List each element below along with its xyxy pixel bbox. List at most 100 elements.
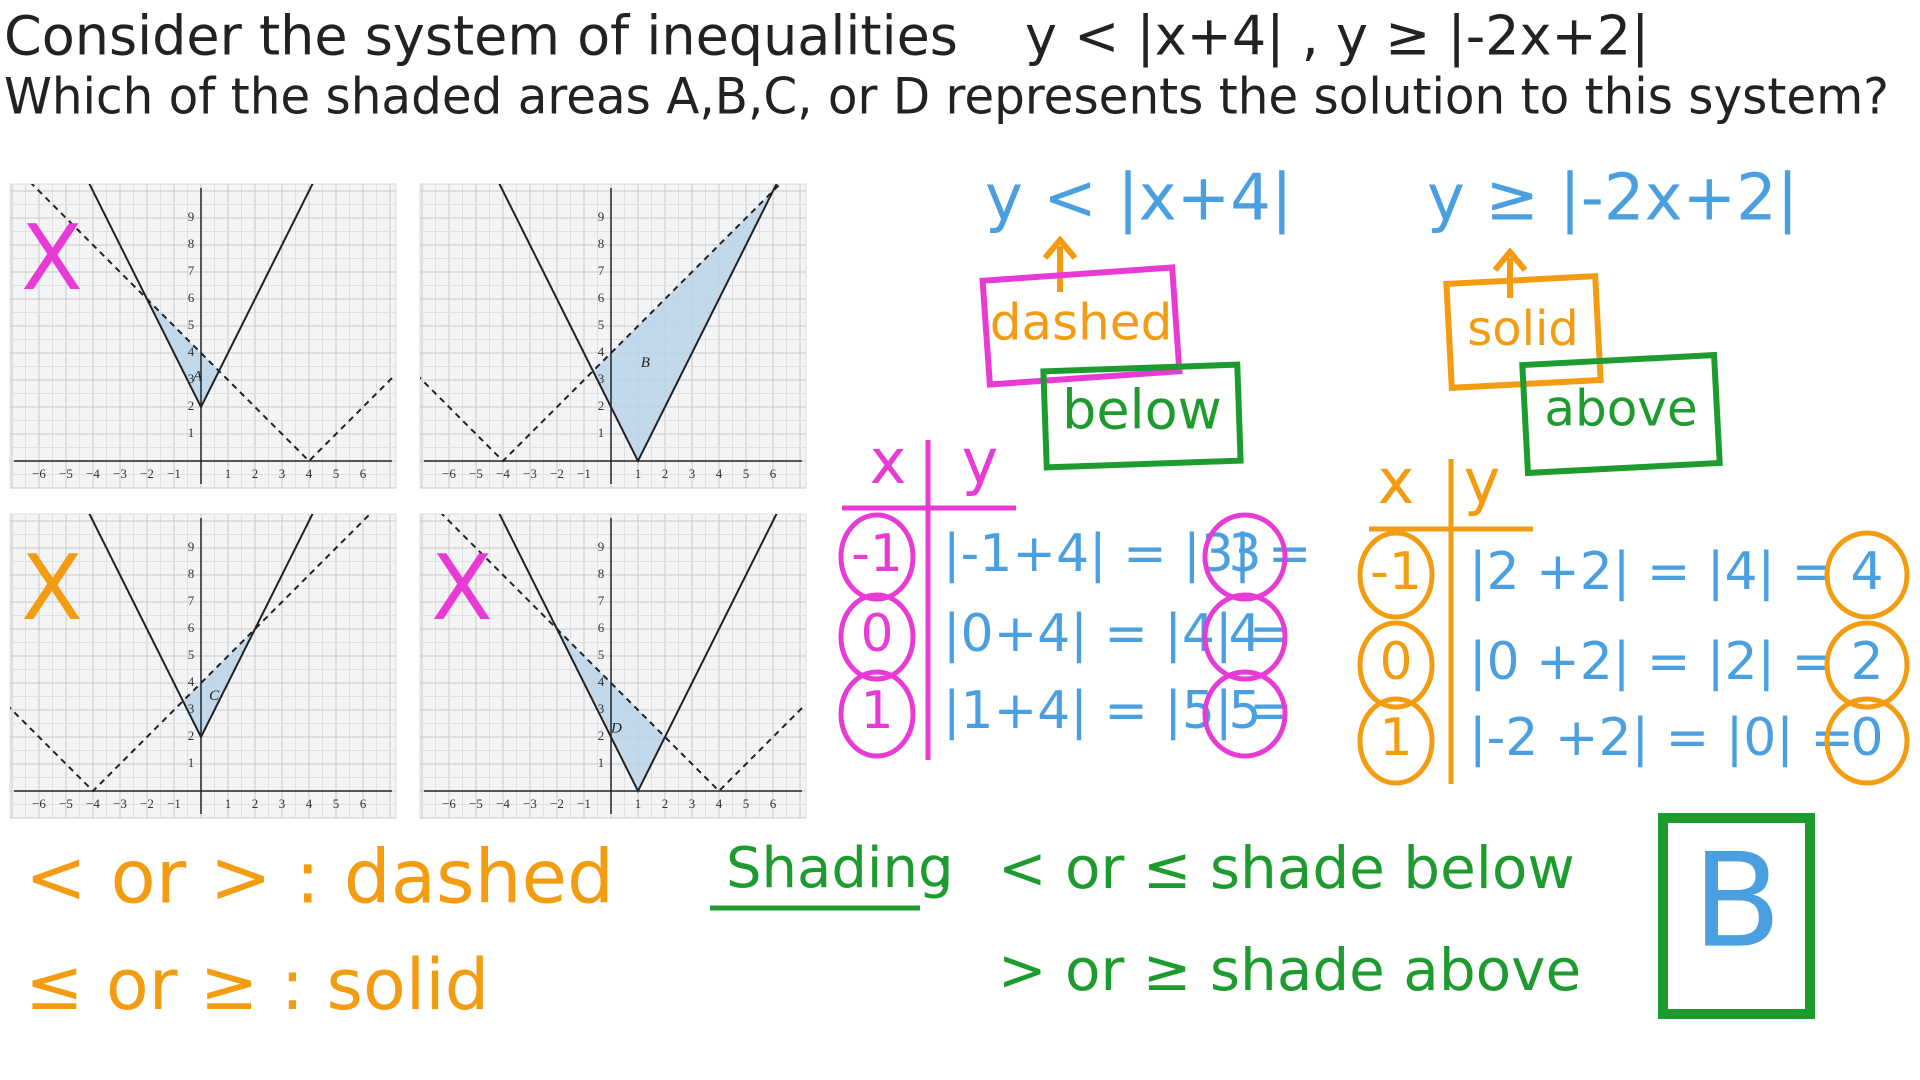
shading-title: Shading bbox=[726, 836, 954, 901]
region-label: C bbox=[209, 688, 220, 704]
y-tick-label: 6 bbox=[188, 620, 195, 635]
x-tick-label: 2 bbox=[252, 796, 259, 811]
above-rule: > or ≥ shade above bbox=[998, 936, 1581, 1004]
dashed-rule: < or > : dashed bbox=[25, 835, 614, 921]
x-tick-label: 5 bbox=[743, 466, 750, 481]
x-value: 1 bbox=[860, 681, 893, 741]
computation: |0 +2| = |2| = bbox=[1469, 632, 1835, 692]
x-tick-label: −6 bbox=[32, 796, 46, 811]
dashed-boundary bbox=[440, 514, 806, 793]
x-tick-label: −2 bbox=[140, 796, 154, 811]
computation: |2 +2| = |4| = bbox=[1469, 542, 1835, 602]
y-tick-label: 2 bbox=[188, 398, 195, 413]
x-tick-label: 4 bbox=[716, 796, 723, 811]
y-tick-label: 4 bbox=[188, 674, 195, 689]
x-tick-label: −1 bbox=[167, 796, 181, 811]
x-tick-label: −1 bbox=[577, 466, 591, 481]
circle bbox=[838, 512, 916, 602]
x-tick-label: 6 bbox=[770, 796, 777, 811]
dashed-boundary bbox=[420, 184, 782, 463]
y-tick-label: 1 bbox=[598, 425, 605, 440]
cross-mark: X bbox=[431, 536, 493, 641]
circle bbox=[1357, 696, 1435, 786]
x-tick-label: 2 bbox=[662, 466, 669, 481]
shade-direction: below bbox=[1062, 379, 1222, 442]
x-tick-label: −4 bbox=[496, 796, 510, 811]
x-tick-label: −2 bbox=[550, 466, 564, 481]
x-tick-label: −2 bbox=[140, 466, 154, 481]
circle bbox=[1824, 696, 1910, 786]
y-tick-label: 7 bbox=[598, 593, 605, 608]
circle bbox=[1824, 620, 1910, 710]
graph-background bbox=[9, 183, 397, 489]
x-tick-label: 6 bbox=[770, 466, 777, 481]
y-tick-label: 5 bbox=[598, 317, 605, 332]
table-header: x bbox=[1378, 445, 1415, 518]
below-rule: < or ≤ shade below bbox=[998, 834, 1575, 902]
x-tick-label: −1 bbox=[577, 796, 591, 811]
header-line2: Which of the shaded areas A,B,C, or D re… bbox=[4, 68, 1889, 126]
table-header: x bbox=[870, 425, 907, 498]
x-tick-label: −5 bbox=[469, 466, 483, 481]
line-type: solid bbox=[1467, 301, 1579, 357]
x-tick-label: −5 bbox=[469, 796, 483, 811]
x-tick-label: 6 bbox=[360, 796, 367, 811]
x-tick-label: 1 bbox=[635, 796, 642, 811]
y-value: 4 bbox=[1850, 542, 1883, 602]
graph: −6 −5 −4 −3 −2 −1 1 2 3 4 5 6 1 2 3 4 5 6 7 8 9 C X bbox=[9, 513, 397, 819]
line-type: dashed bbox=[990, 294, 1173, 352]
x-tick-label: 3 bbox=[689, 466, 696, 481]
x-tick-label: 1 bbox=[225, 466, 232, 481]
y-tick-label: 6 bbox=[598, 620, 605, 635]
x-tick-label: 4 bbox=[716, 466, 723, 481]
computation: |-1+4| = |3| = bbox=[943, 524, 1311, 584]
circle bbox=[838, 592, 916, 682]
x-value: 0 bbox=[860, 604, 893, 664]
x-value: -1 bbox=[1370, 542, 1422, 602]
graph: −6 −5 −4 −3 −2 −1 1 2 3 4 5 6 1 2 3 4 5 6 7 8 9 D X bbox=[419, 513, 807, 819]
answer: B bbox=[1692, 825, 1781, 977]
y-tick-label: 8 bbox=[598, 566, 605, 581]
shade-box bbox=[1519, 351, 1723, 477]
y-tick-label: 5 bbox=[188, 317, 195, 332]
inequality-equation: y < |x+4| bbox=[985, 162, 1293, 236]
dashed-boundary bbox=[30, 184, 396, 463]
circle bbox=[838, 669, 916, 759]
y-tick-label: 9 bbox=[598, 209, 605, 224]
x-tick-label: −5 bbox=[59, 796, 73, 811]
y-tick-label: 1 bbox=[188, 425, 195, 440]
x-tick-label: −4 bbox=[496, 466, 510, 481]
x-tick-label: −3 bbox=[113, 796, 127, 811]
y-tick-label: 8 bbox=[188, 236, 195, 251]
arrow bbox=[1042, 235, 1078, 292]
x-tick-label: −6 bbox=[442, 466, 456, 481]
circle bbox=[1824, 530, 1910, 620]
y-tick-label: 7 bbox=[598, 263, 605, 278]
x-tick-label: −3 bbox=[113, 466, 127, 481]
y-tick-label: 2 bbox=[598, 728, 605, 743]
x-tick-label: −6 bbox=[442, 796, 456, 811]
graph-background bbox=[419, 513, 807, 819]
y-tick-label: 3 bbox=[188, 371, 195, 386]
y-tick-label: 5 bbox=[598, 647, 605, 662]
x-tick-label: 6 bbox=[360, 466, 367, 481]
x-tick-label: 5 bbox=[743, 796, 750, 811]
x-tick-label: 2 bbox=[252, 466, 259, 481]
x-tick-label: −3 bbox=[523, 466, 537, 481]
x-tick-label: 1 bbox=[635, 466, 642, 481]
y-value: 4 bbox=[1228, 604, 1261, 664]
y-tick-label: 9 bbox=[598, 539, 605, 554]
y-tick-label: 4 bbox=[188, 344, 195, 359]
region-label: A bbox=[192, 369, 203, 385]
shading-colon: : bbox=[935, 836, 954, 901]
cross-mark: X bbox=[21, 536, 83, 641]
x-tick-label: 2 bbox=[662, 796, 669, 811]
y-tick-label: 4 bbox=[598, 674, 605, 689]
y-tick-label: 1 bbox=[188, 755, 195, 770]
y-tick-label: 6 bbox=[188, 290, 195, 305]
inequality-equation: y ≥ |-2x+2| bbox=[1427, 162, 1798, 236]
shade-direction: above bbox=[1544, 380, 1697, 438]
y-tick-label: 7 bbox=[188, 593, 195, 608]
x-tick-label: −2 bbox=[550, 796, 564, 811]
y-value: 0 bbox=[1850, 708, 1883, 768]
